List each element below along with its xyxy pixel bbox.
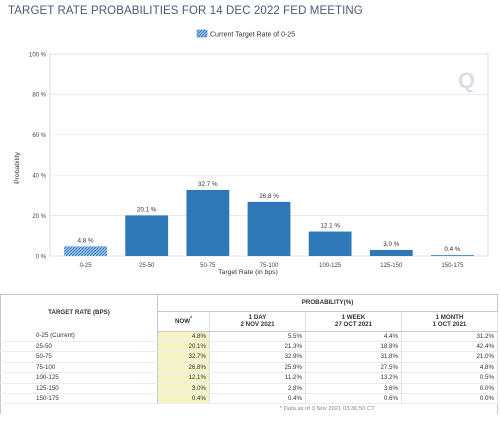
y-tick-label: 60 %: [32, 133, 46, 139]
x-tick-label: 25-50: [139, 263, 155, 269]
probability-cell: 21.3%: [209, 341, 306, 353]
bar-100-125[interactable]: [308, 231, 352, 256]
table-row: 75-100 26.8% 25.9% 27.5% 4.8%: [0, 362, 498, 374]
probability-cell: 4.8%: [401, 362, 498, 374]
probability-cell: 0.6%: [305, 393, 402, 405]
now-probability-cell: 20.1%: [157, 341, 210, 353]
probability-cell: 0.4%: [209, 393, 306, 405]
now-probability-cell: 0.4%: [157, 393, 210, 405]
chart-legend[interactable]: Current Target Rate of 0-25: [196, 29, 295, 39]
probability-cell: 11.2%: [209, 372, 306, 384]
column-header-title: 1 DAY: [248, 313, 267, 321]
rate-cell: 75-100: [0, 362, 158, 374]
legend-swatch: [196, 29, 208, 38]
rate-cell: 25-50: [0, 341, 158, 353]
column-header-title: 1 WEEK: [341, 313, 366, 321]
table-row: 0-25 (Current) 4.8% 5.5% 4.4% 31.2%: [0, 331, 498, 342]
bar-150-175[interactable]: [431, 255, 474, 256]
column-header-title: 1 MONTH: [435, 313, 464, 321]
bar-value-label: 12.1 %: [320, 223, 340, 230]
rate-cell: 125-150: [0, 383, 158, 394]
x-tick-label: 0-25: [80, 263, 93, 269]
bar-value-label: 4.8 %: [78, 237, 95, 244]
probability-cell: 27.5%: [305, 362, 402, 374]
column-header-0[interactable]: NOW*: [157, 311, 210, 332]
probability-cell: 42.4%: [401, 341, 498, 353]
table-row: 50-75 32.7% 32.9% 31.8% 21.0%: [0, 351, 498, 363]
probability-chart: Current Target Rate of 0-25 Q 0 % 20 % 40 …: [0, 22, 500, 290]
bar-value-label: 20.1 %: [137, 206, 157, 213]
bar-25-50[interactable]: [125, 215, 169, 256]
probability-cell: 25.9%: [209, 362, 306, 374]
column-header-3[interactable]: 1 MONTH 1 OCT 2021: [401, 311, 498, 332]
x-tick-label: 50-75: [200, 263, 216, 269]
rate-cell: 150-175: [0, 393, 158, 405]
column-header-date: 27 OCT 2021: [334, 321, 373, 329]
y-tick-label: 80 %: [32, 93, 46, 99]
data-timestamp-note: * Data as of 3 Nov 2021 03:36:50 CT: [279, 405, 375, 412]
probability-cell: 0.5%: [401, 372, 498, 384]
y-axis-label: Probability: [14, 152, 21, 184]
bar-0-25[interactable]: [64, 246, 107, 256]
now-probability-cell: 32.7%: [157, 351, 210, 363]
probability-cell: 13.2%: [305, 372, 402, 384]
bar-value-label: 32.7 %: [198, 181, 218, 188]
probability-table: TARGET RATE (BPS) PROBABILITY(%) NOW* 1 D…: [0, 294, 498, 414]
table-row: 125-150 3.0% 2.8% 3.6% 0.0%: [0, 383, 498, 394]
y-tick-label: 0 %: [36, 254, 47, 260]
rate-cell: 0-25 (Current): [0, 331, 158, 342]
probability-cell: 32.9%: [209, 351, 306, 363]
probability-cell: 5.5%: [209, 331, 306, 342]
probability-cell: 0.0%: [401, 383, 498, 394]
page-title: TARGET RATE PROBABILITIES FOR 14 DEC 202…: [8, 5, 363, 17]
column-header-date: 1 OCT 2021: [432, 321, 467, 329]
bar-value-label: 3.0 %: [383, 241, 400, 248]
y-tick-label: 40 %: [32, 174, 46, 180]
bar-value-label: 0.4 %: [444, 246, 461, 253]
target-rate-header: TARGET RATE (BPS): [0, 294, 158, 331]
probability-cell: 31.2%: [401, 331, 498, 342]
table-row: 150-175 0.4% 0.4% 0.6% 0.0%: [0, 393, 498, 405]
legend-label: Current Target Rate of 0-25: [210, 32, 295, 39]
x-tick-label: 125-150: [380, 263, 403, 269]
rate-cell: 100-125: [0, 372, 158, 384]
now-probability-cell: 12.1%: [157, 372, 210, 384]
probability-cell: 4.4%: [305, 331, 402, 342]
x-axis-label: Target Rate (in bps): [218, 269, 278, 276]
x-tick-label: 150-175: [441, 263, 464, 269]
rate-cell: 50-75: [0, 351, 158, 363]
table-row: 100-125 12.1% 11.2% 13.2% 0.5%: [0, 372, 498, 384]
column-header-title: NOW*: [174, 316, 193, 326]
svg-text:Q: Q: [458, 68, 475, 93]
y-tick-label: 100 %: [29, 52, 47, 58]
probability-cell: 18.8%: [305, 341, 402, 353]
now-probability-cell: 26.8%: [157, 362, 210, 374]
quikstrike-watermark-icon: Q: [458, 68, 475, 93]
column-header-1[interactable]: 1 DAY 2 NOV 2021: [209, 311, 306, 332]
y-tick-label: 20 %: [32, 214, 46, 220]
bar-125-150[interactable]: [369, 249, 413, 256]
probability-cell: 3.6%: [305, 383, 402, 394]
now-probability-cell: 3.0%: [157, 383, 210, 394]
table-row: 25-50 20.1% 21.3% 18.8% 42.4%: [0, 341, 498, 353]
bar-chart-svg: Current Target Rate of 0-25 Q 0 % 20 % 40 …: [14, 29, 489, 276]
bar-50-75[interactable]: [186, 189, 230, 256]
column-header-date: 2 NOV 2021: [240, 321, 275, 329]
column-header-2[interactable]: 1 WEEK 27 OCT 2021: [305, 311, 402, 332]
probability-table-container: TARGET RATE (BPS) PROBABILITY(%) NOW* 1 D…: [0, 294, 498, 414]
probability-cell: 31.8%: [305, 351, 402, 363]
bar-75-100[interactable]: [247, 201, 291, 256]
bar-value-label: 26.8 %: [259, 193, 279, 200]
probability-cell: 21.0%: [401, 351, 498, 363]
probability-cell: 0.0%: [401, 393, 498, 405]
x-tick-label: 100-125: [319, 263, 342, 269]
now-probability-cell: 4.8%: [157, 331, 210, 342]
footnote-star: *: [190, 316, 193, 323]
probability-cell: 2.8%: [209, 383, 306, 394]
probability-header: PROBABILITY(%): [157, 294, 498, 312]
x-tick-label: 75-100: [260, 263, 279, 269]
